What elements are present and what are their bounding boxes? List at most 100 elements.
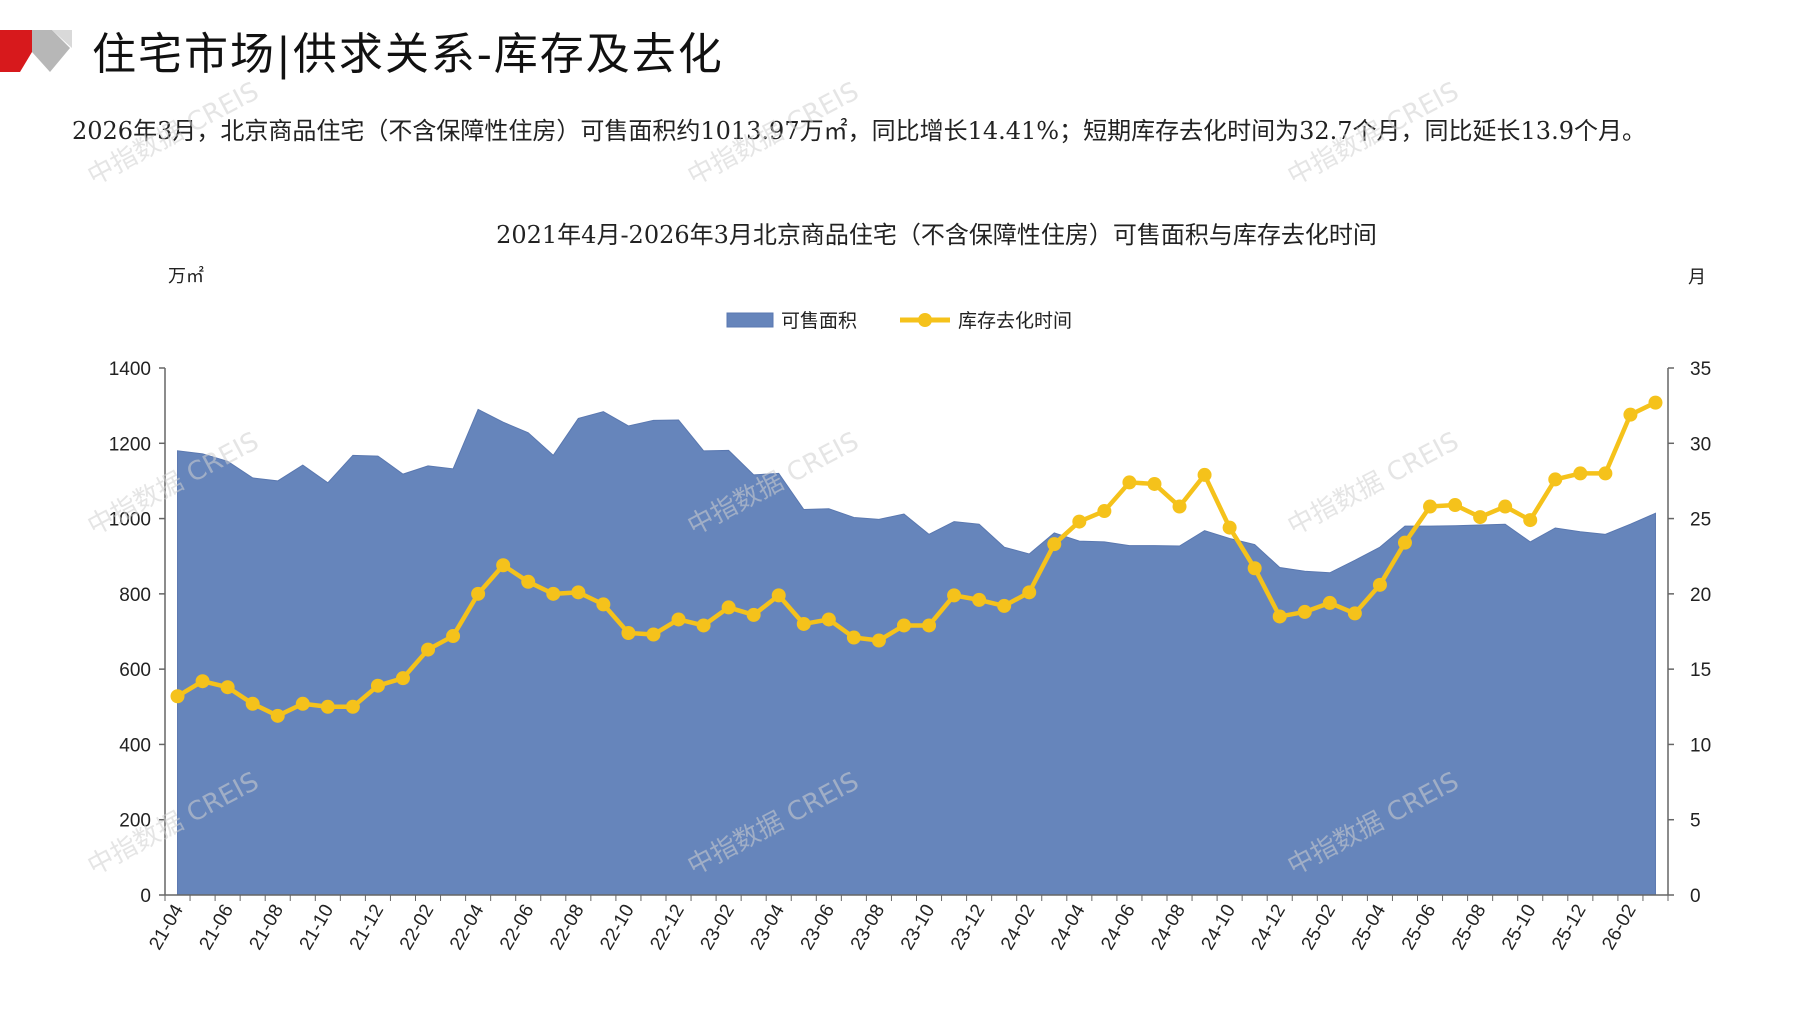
line-point: [671, 612, 686, 627]
line-point: [1322, 595, 1337, 610]
line-point: [421, 642, 436, 657]
x-axis-tick-label: 25-04: [1348, 901, 1391, 954]
left-axis-tick-label: 1000: [109, 510, 151, 531]
line-point: [1598, 466, 1613, 481]
line-point: [1423, 499, 1438, 514]
left-axis-tick-label: 0: [140, 886, 151, 907]
line-point: [295, 696, 310, 711]
line-point: [596, 597, 611, 612]
line-point: [320, 699, 335, 714]
line-point: [345, 699, 360, 714]
x-axis-tick-label: 23-02: [696, 901, 738, 954]
left-axis-tick-label: 400: [119, 735, 151, 756]
x-axis-tick-label: 21-10: [296, 901, 338, 954]
left-axis-tick-label: 1400: [109, 359, 151, 380]
line-point: [496, 558, 511, 573]
left-axis-tick-label: 1200: [109, 434, 151, 455]
line-point: [446, 629, 461, 644]
line-point: [1072, 514, 1087, 529]
line-point: [370, 678, 385, 693]
right-axis-tick-label: 5: [1690, 811, 1701, 832]
left-axis-tick-label: 200: [119, 811, 151, 832]
page-title: 住宅市场|供求关系-库存及去化: [92, 29, 724, 80]
x-axis-tick-label: 24-04: [1047, 901, 1090, 954]
line-point: [871, 633, 886, 648]
legend-label-line: 库存去化时间: [958, 310, 1072, 332]
line-point: [195, 674, 210, 689]
line-point: [1548, 472, 1563, 487]
line-point: [1097, 504, 1112, 519]
x-axis-tick-label: 21-06: [195, 901, 237, 954]
line-point: [1222, 520, 1237, 535]
x-axis-tick-label: 25-10: [1498, 901, 1540, 954]
line-point: [1122, 475, 1137, 490]
x-axis-tick-label: 23-04: [747, 901, 790, 954]
line-point: [1197, 467, 1212, 482]
right-axis-tick-label: 25: [1690, 510, 1711, 531]
x-axis-tick-label: 24-02: [997, 901, 1039, 954]
x-axis-tick-label: 21-08: [246, 901, 288, 954]
left-axis-unit: 万㎡: [168, 265, 204, 287]
line-point: [1372, 577, 1387, 592]
chart-title: 2021年4月-2026年3月北京商品住宅（不含保障性住房）可售面积与库存去化时…: [496, 221, 1377, 249]
right-axis-tick-label: 0: [1690, 886, 1701, 907]
x-axis-tick-label: 21-12: [346, 901, 388, 954]
right-axis-unit: 月: [1688, 267, 1706, 288]
x-axis-tick-label: 25-12: [1548, 901, 1590, 954]
x-axis-tick-label: 25-06: [1398, 901, 1440, 954]
line-point: [621, 626, 636, 641]
right-axis-tick-label: 15: [1690, 660, 1711, 681]
x-axis-tick-label: 23-10: [897, 901, 939, 954]
x-axis-tick-label: 25-08: [1448, 901, 1490, 954]
line-point: [245, 696, 260, 711]
line-point: [1498, 499, 1513, 514]
line-point: [997, 598, 1012, 613]
area-series-available-area: [177, 408, 1656, 896]
line-point: [922, 618, 937, 633]
legend-label-area: 可售面积: [781, 310, 857, 332]
brand-logo: [0, 30, 72, 72]
line-point: [1523, 513, 1538, 528]
x-axis-tick-label: 25-02: [1298, 901, 1340, 954]
x-axis-tick-label: 24-06: [1097, 901, 1139, 954]
line-point: [972, 592, 987, 607]
line-point: [1047, 537, 1062, 552]
logo-red-shape: [0, 30, 32, 72]
right-axis-tick-label: 20: [1690, 585, 1711, 606]
line-point: [1473, 510, 1488, 525]
legend-marker-line: [918, 313, 932, 327]
legend-swatch-area: [726, 312, 774, 328]
x-axis-tick-label: 22-10: [596, 901, 638, 954]
logo-gray-shape: [32, 30, 70, 72]
x-axis-tick-label: 22-08: [546, 901, 588, 954]
line-point: [1297, 604, 1312, 619]
x-axis-tick-label: 23-08: [847, 901, 889, 954]
line-point: [896, 618, 911, 633]
x-axis-tick-label: 24-10: [1197, 901, 1239, 954]
line-point: [796, 616, 811, 631]
line-point: [395, 671, 410, 686]
line-point: [1172, 499, 1187, 514]
line-point: [1347, 606, 1362, 621]
line-point: [1247, 561, 1262, 576]
line-point: [170, 689, 185, 704]
x-axis-tick-label: 22-02: [396, 901, 438, 954]
line-point: [1272, 609, 1287, 624]
x-axis-tick-label: 23-12: [947, 901, 989, 954]
line-point: [546, 586, 561, 601]
line-point: [696, 618, 711, 633]
line-point: [721, 600, 736, 615]
x-axis-tick-label: 26-02: [1598, 901, 1640, 954]
line-point: [1648, 395, 1663, 410]
logo-gray-shape-2: [52, 30, 72, 48]
line-point: [521, 574, 536, 589]
x-axis-tick-label: 24-08: [1147, 901, 1189, 954]
right-axis-tick-label: 10: [1690, 735, 1711, 756]
line-point: [1397, 535, 1412, 550]
line-point: [471, 586, 486, 601]
line-point: [846, 630, 861, 645]
line-point: [771, 588, 786, 603]
x-axis-tick-label: 22-06: [496, 901, 538, 954]
line-point: [947, 588, 962, 603]
